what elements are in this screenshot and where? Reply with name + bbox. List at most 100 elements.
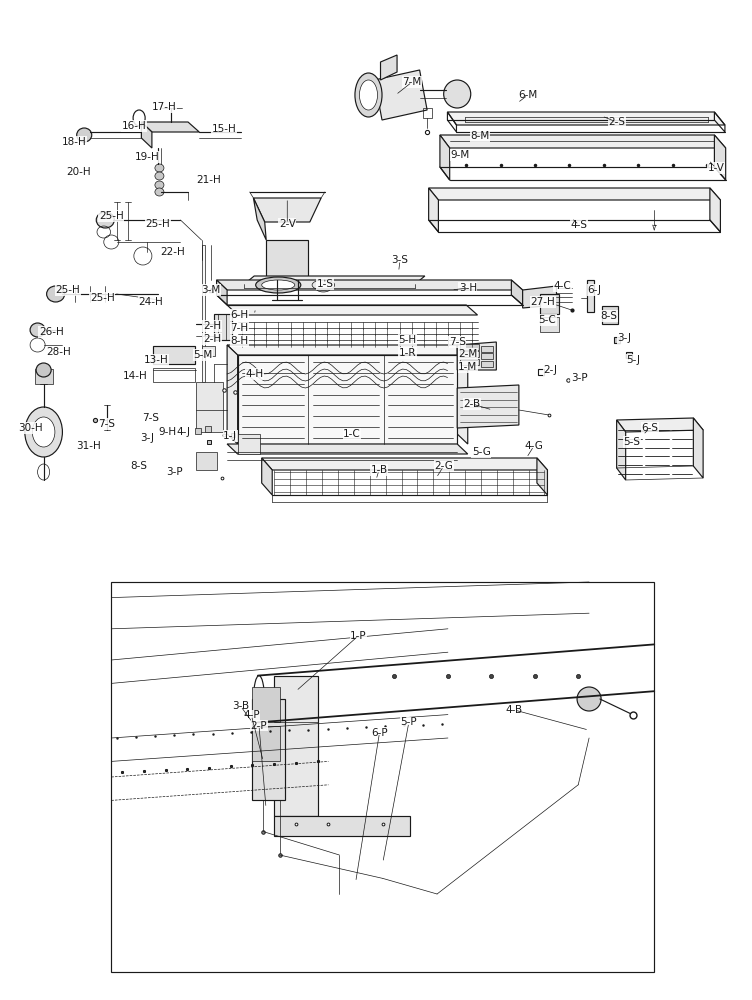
Text: 1-J: 1-J	[223, 431, 237, 441]
Text: 1-M: 1-M	[458, 362, 478, 372]
Text: 1-P: 1-P	[350, 631, 367, 641]
Bar	[460, 351, 479, 357]
Text: 5-S: 5-S	[623, 437, 640, 447]
Text: 3-M: 3-M	[201, 285, 220, 295]
Text: 25-H: 25-H	[56, 285, 80, 295]
Ellipse shape	[155, 172, 164, 180]
Ellipse shape	[25, 407, 62, 457]
Bar	[111, 582, 654, 972]
Polygon shape	[617, 418, 703, 432]
Text: 4-P: 4-P	[243, 710, 259, 720]
Polygon shape	[202, 245, 205, 382]
Text: 2-M: 2-M	[458, 349, 478, 359]
Text: 3-B: 3-B	[232, 701, 249, 711]
Polygon shape	[429, 188, 438, 232]
Bar	[238, 434, 260, 454]
Text: 25-H: 25-H	[146, 219, 170, 229]
Text: 6-P: 6-P	[371, 728, 388, 738]
Polygon shape	[217, 280, 523, 290]
Polygon shape	[457, 342, 496, 370]
Text: 5-G: 5-G	[472, 447, 491, 457]
Text: 8-S: 8-S	[601, 311, 617, 321]
Bar	[423, 108, 432, 118]
Text: 3-P: 3-P	[571, 373, 587, 383]
Ellipse shape	[36, 363, 51, 377]
Text: 1-S: 1-S	[317, 279, 333, 289]
Text: 16-H: 16-H	[122, 121, 146, 131]
Polygon shape	[266, 240, 308, 280]
Text: 4-C: 4-C	[553, 281, 572, 291]
Text: 19-H: 19-H	[135, 152, 159, 162]
Ellipse shape	[256, 277, 301, 293]
Text: 4-H: 4-H	[245, 369, 263, 379]
Polygon shape	[214, 314, 232, 340]
Bar	[196, 382, 223, 432]
Polygon shape	[244, 276, 425, 284]
Bar	[540, 317, 559, 332]
Ellipse shape	[155, 188, 164, 196]
Text: 18-H: 18-H	[62, 137, 86, 147]
Text: 1-B: 1-B	[371, 465, 387, 475]
Text: 3-J: 3-J	[617, 333, 631, 343]
Text: 31-H: 31-H	[77, 441, 101, 451]
Bar	[540, 294, 559, 314]
Polygon shape	[617, 420, 626, 480]
Ellipse shape	[444, 80, 471, 108]
Text: 7-H: 7-H	[230, 323, 248, 333]
Text: 8-H: 8-H	[230, 336, 248, 346]
Polygon shape	[511, 280, 523, 305]
Ellipse shape	[77, 128, 92, 142]
Polygon shape	[253, 198, 266, 240]
Bar	[481, 346, 493, 352]
Text: 26-H: 26-H	[39, 327, 63, 337]
Text: 2-V: 2-V	[279, 219, 296, 229]
Bar	[587, 280, 594, 312]
Text: 27-H: 27-H	[531, 297, 555, 307]
Polygon shape	[253, 699, 285, 800]
Text: 7-M: 7-M	[402, 77, 422, 87]
Bar	[35, 369, 53, 384]
Text: 20-H: 20-H	[66, 167, 90, 177]
Ellipse shape	[30, 323, 45, 337]
Text: 5-M: 5-M	[193, 350, 213, 360]
Bar	[253, 726, 280, 761]
Text: 14-H: 14-H	[123, 371, 147, 381]
Polygon shape	[381, 55, 397, 80]
Ellipse shape	[155, 181, 164, 189]
Text: 8-M: 8-M	[470, 131, 490, 141]
Ellipse shape	[47, 286, 65, 302]
Text: 7-S: 7-S	[449, 337, 465, 347]
Bar	[205, 426, 211, 432]
Text: 1-V: 1-V	[708, 163, 724, 173]
Ellipse shape	[359, 80, 378, 110]
Text: 2-G: 2-G	[434, 461, 453, 471]
Text: 5-H: 5-H	[399, 335, 417, 345]
Polygon shape	[262, 458, 547, 470]
Polygon shape	[227, 305, 478, 315]
Bar	[460, 344, 479, 350]
Polygon shape	[262, 458, 272, 495]
Polygon shape	[217, 280, 227, 305]
Bar	[602, 306, 618, 324]
Text: 24-H: 24-H	[138, 297, 162, 307]
Text: 2-S: 2-S	[608, 117, 625, 127]
Text: 17-H: 17-H	[152, 102, 176, 112]
Ellipse shape	[155, 164, 164, 172]
Text: 1-R: 1-R	[399, 348, 417, 358]
Text: 2-P: 2-P	[250, 721, 267, 731]
Text: 1-C: 1-C	[343, 429, 361, 439]
Polygon shape	[523, 286, 556, 308]
Text: 5-C: 5-C	[538, 315, 556, 325]
Text: 7-S: 7-S	[99, 419, 115, 429]
Polygon shape	[227, 345, 238, 444]
Bar	[202, 346, 215, 356]
Ellipse shape	[32, 417, 55, 447]
Polygon shape	[274, 676, 317, 816]
Bar	[153, 368, 195, 382]
Text: 6-H: 6-H	[230, 310, 248, 320]
Ellipse shape	[355, 73, 382, 117]
Bar	[196, 452, 217, 470]
Text: 3-S: 3-S	[392, 255, 408, 265]
Bar	[153, 346, 195, 364]
Polygon shape	[227, 345, 468, 355]
